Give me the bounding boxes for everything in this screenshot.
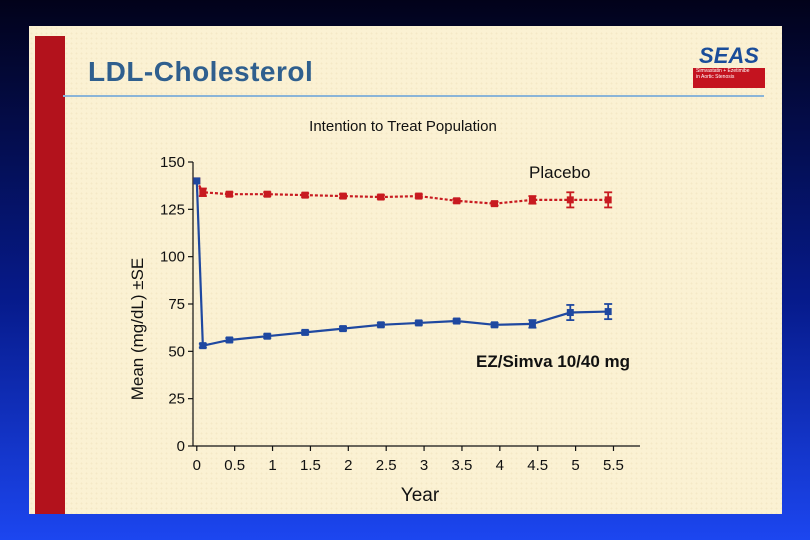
x-tick-label: 5.5 [603, 457, 624, 474]
x-axis-label: Year [401, 485, 440, 506]
data-point-ez-simva [301, 328, 309, 336]
x-tick-label: 1.5 [300, 457, 321, 474]
data-point-ez-simva [415, 319, 423, 327]
slide-panel: LDL-Cholesterol SEAS Simvastatin + Ezeti… [29, 26, 782, 514]
data-point-placebo [604, 196, 612, 204]
accent-bar [35, 36, 65, 514]
logo-caption-band: Simvastatin + Ezetimibe in Aortic Stenos… [693, 68, 765, 88]
y-tick-label: 125 [160, 201, 185, 218]
x-tick-label: 5 [571, 457, 579, 474]
data-point-ez-simva [193, 177, 201, 185]
y-tick-label: 50 [168, 343, 185, 360]
data-point-ez-simva [491, 321, 499, 329]
x-tick-label: 4 [496, 457, 504, 474]
logo-wordmark: SEAS [699, 43, 759, 68]
data-point-ez-simva [377, 321, 385, 329]
y-tick-label: 75 [168, 296, 185, 313]
x-tick-label: 0 [193, 457, 201, 474]
data-point-placebo [225, 190, 233, 198]
data-point-ez-simva [528, 320, 536, 328]
data-point-ez-simva [453, 317, 461, 325]
x-tick-label: 3 [420, 457, 428, 474]
slide-title: LDL-Cholesterol [88, 56, 314, 87]
chart-title: Intention to Treat Population [309, 118, 497, 135]
axes: 0 25 50 75 100 125 150 0 0.5 1 1.5 2 2.5 3 3.5 4 4.5 5 5.5 [160, 154, 640, 474]
data-point-placebo [491, 200, 499, 208]
data-point-placebo [377, 193, 385, 201]
data-point-placebo [453, 197, 461, 205]
x-tick-label: 4.5 [527, 457, 548, 474]
x-tick-label: 0.5 [224, 457, 245, 474]
seas-logo: SEAS Simvastatin + Ezetimibe in Aortic S… [693, 44, 765, 88]
title-divider [63, 95, 764, 97]
x-tick-label: 1 [268, 457, 276, 474]
data-point-placebo [301, 191, 309, 199]
legend-label-ez-simva: EZ/Simva 10/40 mg [476, 352, 630, 371]
series-line-placebo [195, 180, 609, 205]
data-point-placebo [199, 188, 207, 196]
data-point-placebo [566, 196, 574, 204]
y-tick-label: 25 [168, 391, 185, 408]
data-point-placebo [415, 192, 423, 200]
legend-label-placebo: Placebo [529, 163, 590, 182]
logo-caption-line-2: in Aortic Stenosis [696, 74, 735, 80]
data-point-placebo [528, 196, 536, 204]
series-line-ez-simva [195, 180, 609, 348]
logo-caption-line-1: Simvastatin + Ezetimibe [696, 68, 750, 74]
series-layer [193, 177, 613, 350]
x-tick-label: 3.5 [452, 457, 473, 474]
data-point-placebo [339, 192, 347, 200]
y-axis-label: Mean (mg/dL) ±SE [128, 258, 147, 401]
y-tick-label: 100 [160, 249, 185, 266]
x-tick-label: 2.5 [376, 457, 397, 474]
data-point-ez-simva [339, 325, 347, 333]
data-point-ez-simva [604, 308, 612, 316]
y-tick-label: 150 [160, 154, 185, 171]
x-tick-label: 2 [344, 457, 352, 474]
data-point-placebo [263, 190, 271, 198]
data-point-ez-simva [225, 336, 233, 344]
data-point-ez-simva [263, 332, 271, 340]
data-point-ez-simva [199, 342, 207, 350]
y-tick-label: 0 [177, 438, 185, 455]
data-point-ez-simva [566, 309, 574, 317]
